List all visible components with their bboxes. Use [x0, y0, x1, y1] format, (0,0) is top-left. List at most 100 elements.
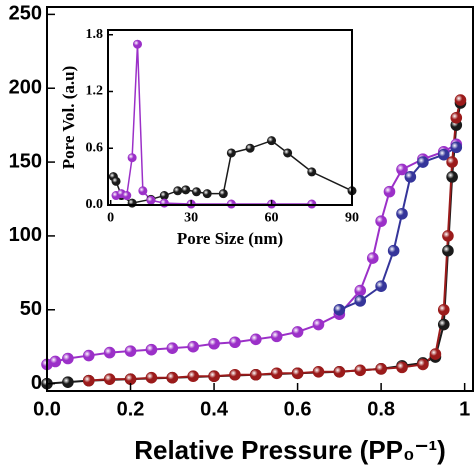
data-point — [267, 136, 277, 146]
data-point — [103, 346, 116, 359]
data-point — [270, 367, 283, 380]
x-tick-label: 60 — [265, 211, 279, 226]
data-point — [127, 153, 137, 163]
data-point — [446, 171, 458, 183]
data-point — [122, 191, 132, 201]
data-point — [159, 198, 169, 208]
data-point — [208, 370, 220, 383]
data-point — [442, 244, 454, 257]
y-tick-label: 0 — [31, 372, 42, 394]
data-point — [62, 376, 74, 388]
data-point — [226, 148, 236, 158]
data-point — [417, 156, 429, 168]
data-point — [450, 141, 463, 154]
data-point — [127, 198, 137, 208]
data-point — [208, 337, 220, 350]
data-point — [187, 370, 199, 383]
y-tick-label: 1.8 — [86, 27, 104, 42]
data-point — [429, 348, 442, 360]
data-point — [291, 326, 304, 338]
data-point — [333, 303, 346, 316]
x-tick-label: 1 — [459, 398, 470, 420]
x-tick-label: 0.2 — [117, 398, 145, 420]
data-point — [307, 167, 317, 177]
data-point — [82, 349, 95, 362]
data-point — [159, 191, 169, 201]
data-point — [437, 303, 450, 316]
data-point — [138, 186, 148, 196]
data-point — [250, 333, 262, 346]
y-tick-label: 0.0 — [86, 197, 104, 212]
y-tick-label: 200 — [9, 77, 42, 99]
x-tick-label: 0.4 — [200, 398, 229, 420]
data-point — [387, 244, 400, 257]
data-point — [202, 189, 212, 199]
data-point — [82, 374, 95, 387]
x-axis-label: Relative Pressure (PP₀⁻¹) — [134, 435, 446, 465]
plot-frame — [46, 6, 474, 392]
data-point — [62, 352, 74, 365]
data-point — [132, 39, 142, 49]
data-point — [187, 340, 199, 353]
data-point — [396, 361, 408, 374]
plot-frame — [107, 29, 353, 206]
data-point — [124, 345, 137, 357]
data-point — [111, 176, 121, 186]
data-point — [437, 318, 450, 331]
data-point — [245, 143, 255, 153]
data-point — [181, 185, 191, 195]
data-point — [166, 342, 179, 354]
y-tick-label: 100 — [9, 224, 42, 246]
data-point — [450, 111, 463, 124]
y-tick-label: 150 — [9, 150, 42, 172]
data-point — [446, 156, 458, 168]
data-point — [166, 371, 179, 384]
data-point — [49, 355, 62, 368]
data-point — [383, 185, 396, 198]
data-point — [270, 330, 283, 343]
data-point — [145, 371, 158, 384]
data-point — [146, 195, 156, 205]
y-tick-label: 0.6 — [86, 140, 104, 155]
x-tick-label: 90 — [345, 211, 359, 226]
data-point — [375, 280, 387, 292]
x-tick-label: 0.0 — [33, 398, 61, 420]
data-point — [291, 367, 304, 380]
data-point — [396, 163, 408, 176]
data-point — [366, 252, 379, 264]
data-point — [229, 368, 241, 381]
x-tick-label: 0.6 — [284, 398, 312, 420]
data-point — [103, 373, 116, 385]
data-point — [404, 171, 417, 183]
data-point — [229, 336, 241, 349]
data-point — [375, 215, 387, 227]
data-point — [312, 318, 325, 331]
data-point — [283, 148, 293, 158]
data-point — [354, 295, 367, 307]
data-point — [173, 186, 183, 196]
data-point — [354, 284, 367, 297]
y-tick-label: 250 — [9, 3, 42, 25]
data-point — [218, 189, 228, 199]
data-point — [354, 364, 367, 377]
data-point — [442, 230, 454, 242]
data-point — [454, 94, 467, 106]
x-tick-label: 30 — [184, 211, 198, 226]
data-point — [375, 363, 387, 375]
data-point — [145, 343, 158, 356]
data-point — [417, 358, 429, 371]
data-point — [437, 148, 450, 161]
data-point — [396, 207, 408, 220]
x-axis-label: Pore Size (nm) — [177, 229, 283, 248]
x-tick-label: 0 — [107, 211, 114, 226]
chart-inset: 0 30 60 90 0.0 0.6 1.2 1.8 Pore Size (nm) Pore Vo… — [59, 27, 359, 248]
chart-main: 0.0 0.2 0.4 0.6 0.8 1 0 50 100 150 200 250 Relative … — [9, 3, 474, 465]
data-point — [312, 365, 325, 378]
y-tick-label: 50 — [20, 298, 42, 320]
data-point — [250, 368, 262, 381]
y-tick-label: 1.2 — [86, 84, 104, 99]
data-point — [191, 187, 201, 197]
inset-background — [108, 30, 352, 205]
